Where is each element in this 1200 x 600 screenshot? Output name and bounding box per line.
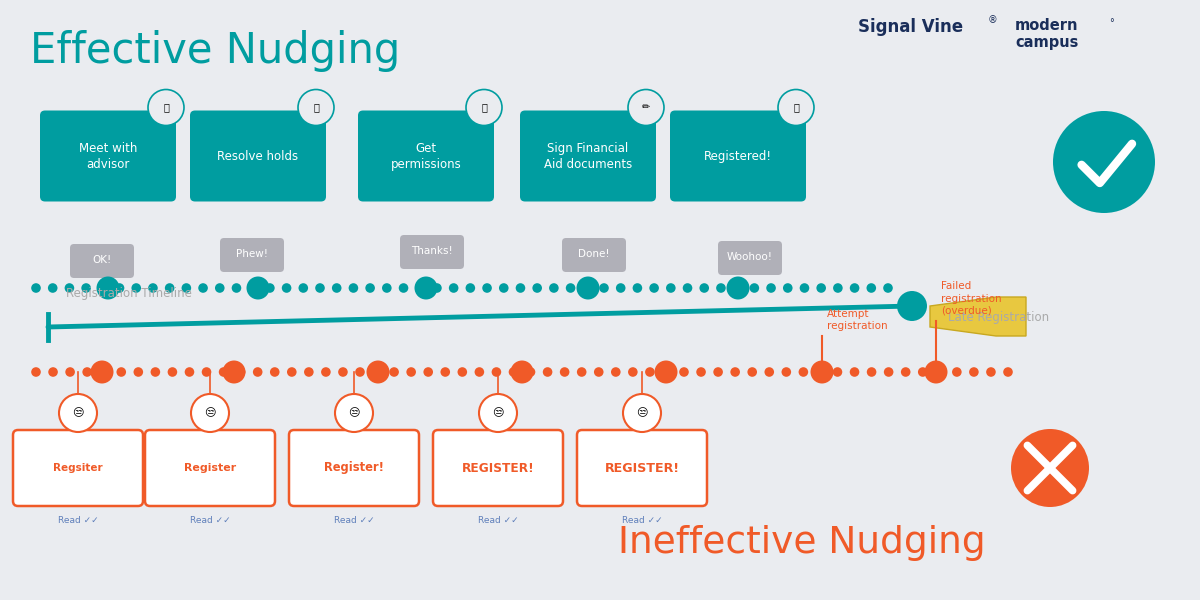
Circle shape	[781, 367, 791, 377]
Circle shape	[253, 367, 263, 377]
Circle shape	[479, 394, 517, 432]
Circle shape	[683, 283, 692, 293]
Circle shape	[382, 283, 391, 293]
Circle shape	[215, 283, 224, 293]
Circle shape	[164, 283, 174, 293]
Circle shape	[750, 283, 760, 293]
Text: Meet with
advisor: Meet with advisor	[79, 142, 137, 170]
Circle shape	[466, 89, 502, 125]
FancyBboxPatch shape	[70, 244, 134, 278]
Circle shape	[349, 283, 359, 293]
Circle shape	[565, 283, 575, 293]
Circle shape	[798, 367, 808, 377]
Text: REGISTER!: REGISTER!	[462, 461, 534, 475]
Circle shape	[918, 367, 928, 377]
Text: Get
permissions: Get permissions	[391, 142, 461, 170]
Circle shape	[748, 367, 757, 377]
Circle shape	[713, 367, 722, 377]
Circle shape	[265, 283, 275, 293]
Circle shape	[1054, 111, 1154, 213]
Circle shape	[778, 89, 814, 125]
Text: 😒: 😒	[636, 408, 648, 418]
FancyBboxPatch shape	[289, 430, 419, 506]
Circle shape	[132, 283, 142, 293]
Circle shape	[304, 367, 313, 377]
FancyBboxPatch shape	[520, 110, 656, 202]
Text: Read ✓✓: Read ✓✓	[58, 516, 98, 525]
Circle shape	[782, 283, 792, 293]
Circle shape	[516, 283, 526, 293]
Text: Read ✓✓: Read ✓✓	[622, 516, 662, 525]
Circle shape	[202, 367, 211, 377]
Circle shape	[952, 367, 961, 377]
FancyBboxPatch shape	[190, 110, 326, 202]
Circle shape	[31, 367, 41, 377]
Circle shape	[150, 367, 160, 377]
Circle shape	[48, 283, 58, 293]
Text: 😒: 😒	[348, 408, 360, 418]
Text: Read ✓✓: Read ✓✓	[478, 516, 518, 525]
Text: Regsiter: Regsiter	[53, 463, 103, 473]
Circle shape	[148, 283, 157, 293]
Circle shape	[866, 283, 876, 293]
Circle shape	[389, 367, 398, 377]
Circle shape	[474, 367, 484, 377]
Circle shape	[414, 277, 438, 299]
Circle shape	[338, 367, 348, 377]
Text: OK!: OK!	[92, 255, 112, 265]
Circle shape	[662, 367, 672, 377]
Text: Register: Register	[184, 463, 236, 473]
Circle shape	[884, 367, 894, 377]
FancyBboxPatch shape	[40, 110, 176, 202]
Circle shape	[82, 283, 91, 293]
Text: Effective Nudging: Effective Nudging	[30, 30, 401, 72]
Circle shape	[646, 367, 655, 377]
Text: Done!: Done!	[578, 249, 610, 259]
Circle shape	[594, 367, 604, 377]
Text: Signal Vine: Signal Vine	[858, 18, 964, 36]
Circle shape	[623, 394, 661, 432]
Circle shape	[816, 283, 826, 293]
Circle shape	[365, 283, 374, 293]
Circle shape	[116, 367, 126, 377]
Circle shape	[679, 367, 689, 377]
FancyBboxPatch shape	[562, 238, 626, 272]
Text: 😒: 😒	[204, 408, 216, 418]
FancyBboxPatch shape	[577, 430, 707, 506]
Text: Read ✓✓: Read ✓✓	[334, 516, 374, 525]
FancyBboxPatch shape	[670, 110, 806, 202]
Circle shape	[799, 283, 809, 293]
Circle shape	[366, 361, 390, 383]
Circle shape	[654, 361, 678, 383]
Text: Sign Financial
Aid documents: Sign Financial Aid documents	[544, 142, 632, 170]
Circle shape	[83, 367, 92, 377]
Circle shape	[96, 277, 120, 299]
Circle shape	[398, 283, 408, 293]
Circle shape	[731, 367, 740, 377]
Circle shape	[510, 361, 534, 383]
Text: ✅: ✅	[793, 103, 799, 113]
Circle shape	[764, 367, 774, 377]
Text: Register!: Register!	[324, 461, 384, 475]
Text: Registration Timeline: Registration Timeline	[66, 287, 192, 300]
Polygon shape	[930, 297, 1026, 336]
Text: 😒: 😒	[72, 408, 84, 418]
Circle shape	[616, 283, 625, 293]
Circle shape	[850, 367, 859, 377]
FancyBboxPatch shape	[13, 430, 143, 506]
FancyBboxPatch shape	[400, 235, 464, 269]
Text: Late Registration: Late Registration	[948, 311, 1049, 325]
Circle shape	[935, 367, 944, 377]
Circle shape	[407, 367, 416, 377]
Text: REGISTER!: REGISTER!	[605, 461, 679, 475]
FancyBboxPatch shape	[718, 241, 782, 275]
Circle shape	[716, 283, 726, 293]
Circle shape	[115, 283, 125, 293]
Circle shape	[65, 283, 74, 293]
Text: Woohoo!: Woohoo!	[727, 252, 773, 262]
Circle shape	[466, 283, 475, 293]
Circle shape	[560, 367, 570, 377]
Circle shape	[335, 394, 373, 432]
Circle shape	[298, 89, 334, 125]
